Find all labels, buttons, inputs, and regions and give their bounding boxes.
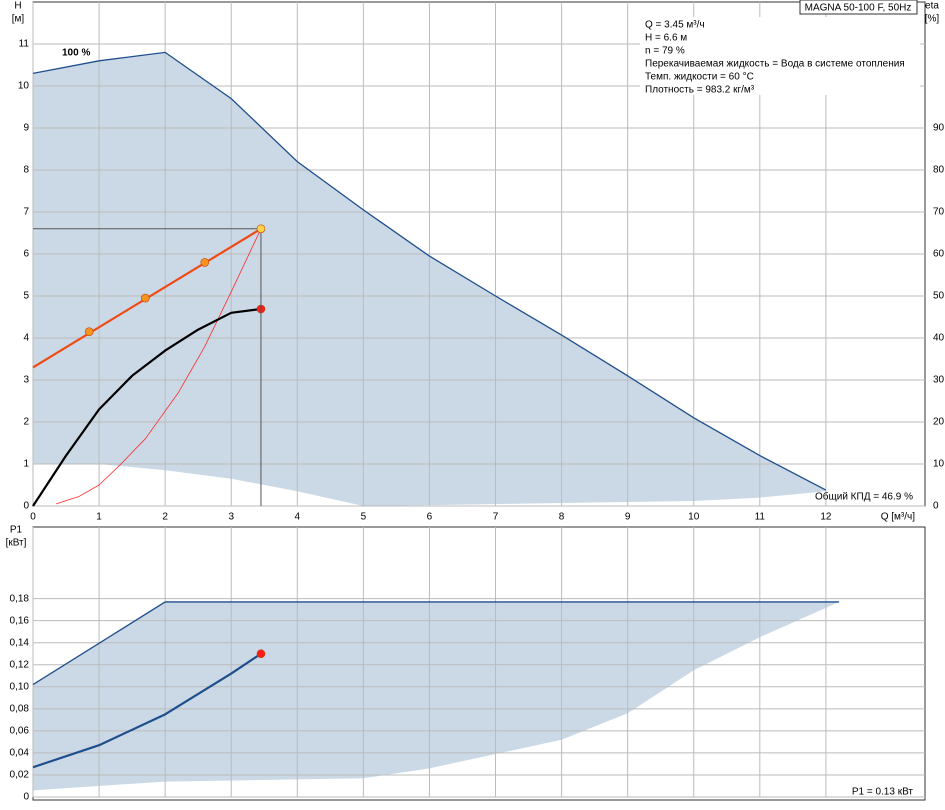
note: Общий КПД = 46.9 %: [815, 491, 913, 503]
y2-tick-label: 90: [933, 123, 945, 134]
x-tick-label: 9: [625, 512, 631, 523]
y-tick-label: 0,08: [10, 703, 30, 714]
chart-title: MAGNA 50-100 F, 50Hz: [805, 3, 912, 14]
y-tick-label: 11: [19, 39, 30, 50]
y-tick-label: 3: [23, 375, 29, 386]
y-tick-label: 0,04: [10, 748, 30, 759]
y2-tick-label: 50: [933, 291, 945, 302]
x-tick-label: 3: [228, 512, 234, 523]
marker: [256, 224, 266, 234]
y-label: H: [14, 1, 21, 12]
envelope-line: [32, 51, 827, 491]
y-tick-label: 0,02: [10, 770, 30, 781]
info: Q = 3.45 м³/ч H = 6.6 м n = 79 % Перекач…: [640, 17, 920, 96]
marker: [84, 327, 94, 337]
y2-tick-label: 60: [933, 249, 945, 260]
y-tick-label: 2: [23, 417, 29, 428]
x-tick-label: 10: [688, 512, 700, 523]
y-tick-label: 1: [23, 459, 29, 470]
y2-tick-label: 30: [933, 375, 945, 386]
x-label: Q [м³/ч]: [881, 512, 916, 523]
y2-label: eta: [925, 1, 939, 12]
marker: [200, 258, 210, 267]
y-tick-label: 4: [23, 333, 29, 344]
y2-tick-label: 70: [933, 207, 945, 218]
x-tick-label: 5: [361, 512, 367, 523]
y-unit: [м]: [12, 14, 25, 25]
y2-tick-label: 40: [933, 333, 945, 344]
info-line: Q = 3.45 м³/ч: [645, 20, 705, 31]
marker: [256, 649, 266, 659]
y-tick-label: 0,12: [10, 659, 30, 670]
y-tick-label: 10: [18, 81, 30, 92]
x-tick-label: 2: [162, 512, 168, 523]
info-line: Темп. жидкости = 60 °C: [645, 72, 754, 83]
marker: [141, 293, 150, 303]
info-line: Плотность = 983.2 кг/м³: [645, 85, 755, 96]
y2-tick-label: 80: [933, 165, 945, 176]
envelope-area: [33, 601, 840, 791]
x-tick-label: 12: [820, 512, 832, 523]
title-box: [799, 0, 918, 15]
y-tick-label: 7: [23, 207, 29, 218]
y-tick-label: 0,06: [10, 726, 30, 737]
envelope-line: [32, 601, 840, 686]
curve-label: 100 %: [62, 48, 90, 59]
x-tick-label: 1: [96, 512, 102, 523]
curve: [56, 228, 262, 505]
info-line: Перекачиваемая жидкость = Вода в системе…: [645, 59, 905, 70]
y2-tick-label: 20: [933, 417, 945, 428]
y2-unit: [%]: [925, 14, 940, 25]
info-line: n = 79 %: [645, 46, 685, 57]
y-unit: [кВт]: [6, 538, 27, 549]
y-tick-label: 0: [23, 501, 29, 512]
y-tick-label: 8: [23, 165, 29, 176]
y-tick-label: 6: [23, 249, 29, 260]
x-tick-label: 7: [493, 512, 499, 523]
y-tick-label: 0: [23, 792, 29, 803]
y-tick-label: 0,14: [10, 637, 30, 648]
x-tick-label: 6: [427, 512, 433, 523]
y-tick-label: 9: [23, 123, 29, 134]
info-bg: [640, 17, 920, 95]
y-tick-label: 5: [23, 291, 29, 302]
y-tick-label: 0,10: [10, 681, 30, 692]
y2-tick-label: 0: [933, 501, 939, 512]
x-tick-label: 0: [30, 512, 36, 523]
y-tick-label: 0,18: [10, 593, 30, 604]
x-tick-label: 8: [559, 512, 565, 523]
x-tick-label: 11: [755, 512, 766, 523]
y-label: P1: [10, 525, 23, 536]
x-tick-label: 4: [295, 512, 301, 523]
curve: [32, 307, 262, 507]
y2-tick-label: 10: [933, 459, 945, 470]
note: P1 = 0.13 кВт: [852, 787, 914, 798]
info-line: H = 6.6 м: [645, 33, 687, 44]
y-tick-label: 0,16: [10, 615, 30, 626]
curve: [32, 652, 262, 769]
